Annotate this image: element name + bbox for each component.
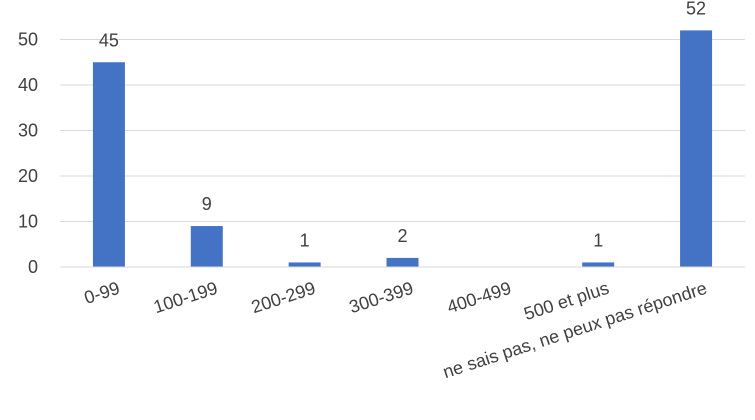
y-axis-tick-labels: 0 10 20 30 40 50 <box>18 30 38 278</box>
bar <box>582 262 615 267</box>
bar <box>680 30 713 268</box>
y-tick-label: 20 <box>18 166 38 186</box>
bar <box>386 257 419 267</box>
data-label: 1 <box>300 230 310 250</box>
data-label: 1 <box>593 230 603 250</box>
data-label: 9 <box>202 194 212 214</box>
data-labels: 45 9 1 2 1 52 <box>99 0 706 250</box>
gridlines <box>60 39 745 222</box>
y-tick-label: 40 <box>18 75 38 95</box>
x-category-label: 0-99 <box>82 278 122 308</box>
x-axis-category-labels: 0-99 100-199 200-299 300-399 400-499 500 et p… <box>82 278 710 382</box>
x-category-label: 300-399 <box>347 278 416 317</box>
bar <box>190 226 223 267</box>
y-tick-label: 50 <box>18 30 38 50</box>
data-label: 45 <box>99 30 119 50</box>
y-tick-label: 30 <box>18 121 38 141</box>
x-category-label: 400-499 <box>445 278 514 317</box>
data-label: 2 <box>397 226 407 246</box>
y-tick-label: 10 <box>18 212 38 232</box>
y-tick-label: 0 <box>28 257 38 277</box>
data-label: 52 <box>686 0 706 18</box>
x-category-label: 100-199 <box>151 278 220 317</box>
x-category-label: 200-299 <box>249 278 318 317</box>
bars <box>92 30 713 268</box>
bar <box>92 62 125 267</box>
bar <box>288 262 321 267</box>
